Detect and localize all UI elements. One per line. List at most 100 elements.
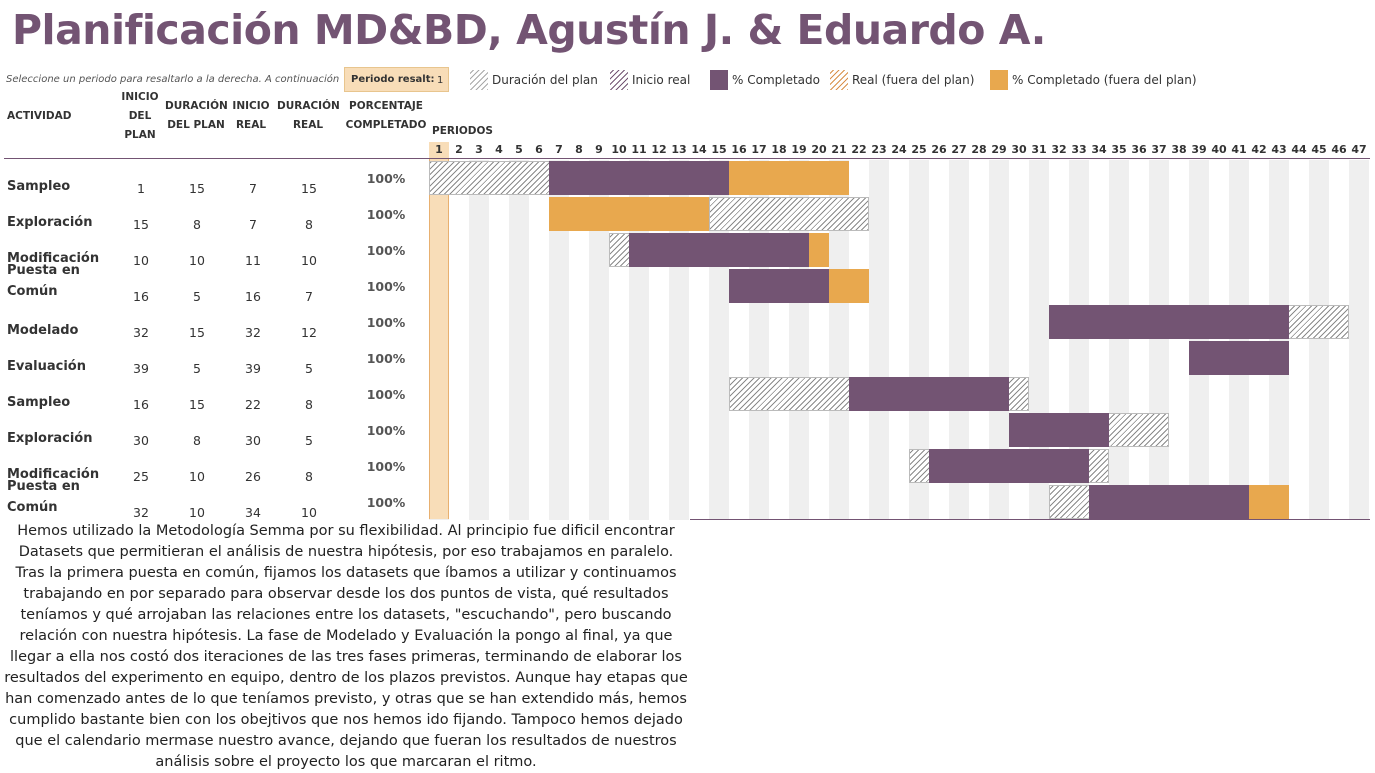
plan-duration-cell: 10 (189, 253, 205, 268)
period-column (909, 160, 929, 520)
completed-segment (1049, 305, 1069, 339)
period-column (1329, 160, 1349, 520)
period-number: 3 (475, 143, 483, 156)
period-column (1189, 160, 1209, 520)
highlighted-period-selector[interactable]: Periodo resalt: 1 (344, 67, 449, 92)
completed-segment (1049, 449, 1069, 483)
period-column (969, 160, 989, 520)
header-divider (4, 158, 1370, 159)
completed-segment (1249, 341, 1269, 375)
period-number: 30 (1011, 143, 1027, 156)
completed-segment (1189, 341, 1209, 375)
completed-segment (949, 449, 969, 483)
solid-purple-swatch-icon (710, 70, 728, 90)
period-number: 44 (1291, 143, 1307, 156)
completed-segment (809, 269, 829, 303)
completed-segment (1229, 305, 1249, 339)
completed-segment (629, 233, 649, 267)
completed-segment (1169, 305, 1189, 339)
plan-duration-cell: 5 (193, 361, 201, 376)
completed-segment (609, 161, 629, 195)
completed-segment (969, 449, 989, 483)
activity-name: Evaluación (7, 359, 86, 374)
percent-complete-cell: 100% (366, 495, 406, 510)
period-number: 23 (871, 143, 887, 156)
completed-out-of-plan-segment (649, 197, 669, 231)
completed-segment (989, 449, 1009, 483)
completed-segment (1029, 449, 1049, 483)
completed-segment (1209, 485, 1229, 519)
period-column (1129, 160, 1149, 520)
completed-out-of-plan-segment (809, 233, 829, 267)
completed-out-of-plan-segment (809, 161, 829, 195)
percent-complete-cell: 100% (366, 351, 406, 366)
real-duration-cell: 8 (305, 469, 313, 484)
period-number: 37 (1151, 143, 1167, 156)
plan-duration-bar (709, 197, 869, 231)
real-start-cell: 34 (245, 505, 261, 520)
plan-start-cell: 16 (133, 397, 149, 412)
completed-segment (1209, 341, 1229, 375)
completed-segment (1229, 341, 1249, 375)
completed-out-of-plan-segment (749, 161, 769, 195)
period-column (989, 160, 1009, 520)
period-number: 15 (711, 143, 727, 156)
completed-segment (789, 233, 809, 267)
real-duration-cell: 10 (301, 253, 317, 268)
real-duration-cell: 15 (301, 181, 317, 196)
col-header-duracion-real: DURACIÓN REAL (277, 100, 340, 131)
completed-out-of-plan-segment (569, 197, 589, 231)
completed-segment (1269, 305, 1289, 339)
activity-name: Modificación (7, 467, 100, 482)
completed-segment (569, 161, 589, 195)
plan-start-cell: 10 (133, 253, 149, 268)
completed-segment (1189, 485, 1209, 519)
completed-out-of-plan-segment (789, 161, 809, 195)
plan-start-cell: 32 (133, 325, 149, 340)
completed-segment (1249, 305, 1269, 339)
real-start-cell: 16 (245, 289, 261, 304)
real-duration-cell: 8 (305, 217, 313, 232)
plan-start-cell: 39 (133, 361, 149, 376)
period-column (589, 160, 609, 520)
period-value[interactable]: 1 (437, 75, 444, 86)
activity-name: Sampleo (7, 395, 71, 410)
completed-segment (1169, 485, 1189, 519)
period-column (1229, 160, 1249, 520)
activity-name: Modificación (7, 251, 100, 266)
completed-segment (949, 377, 969, 411)
period-number: 35 (1111, 143, 1127, 156)
period-number: 1 (429, 142, 449, 158)
period-column (449, 160, 469, 520)
percent-complete-cell: 100% (366, 243, 406, 258)
completed-segment (1049, 413, 1069, 447)
completed-segment (929, 377, 949, 411)
completed-out-of-plan-segment (689, 197, 709, 231)
plan-duration-cell: 8 (193, 433, 201, 448)
real-duration-cell: 7 (305, 289, 313, 304)
completed-segment (1189, 305, 1209, 339)
period-number: 42 (1251, 143, 1267, 156)
percent-complete-cell: 100% (366, 387, 406, 402)
completed-out-of-plan-segment (609, 197, 629, 231)
period-number: 32 (1051, 143, 1067, 156)
plan-duration-cell: 15 (189, 325, 205, 340)
period-number: 14 (691, 143, 707, 156)
period-column (529, 160, 549, 520)
completed-segment (1109, 485, 1129, 519)
plan-start-cell: 1 (137, 181, 145, 196)
percent-complete-cell: 100% (366, 171, 406, 186)
plan-start-cell: 25 (133, 469, 149, 484)
completed-segment (1009, 449, 1029, 483)
period-number: 4 (495, 143, 503, 156)
completed-segment (1089, 485, 1109, 519)
completed-segment (729, 233, 749, 267)
plan-start-cell: 16 (133, 289, 149, 304)
period-column (1289, 160, 1309, 520)
completed-segment (1269, 341, 1289, 375)
percent-complete-cell: 100% (366, 279, 406, 294)
percent-complete-cell: 100% (366, 207, 406, 222)
period-number: 38 (1171, 143, 1187, 156)
completed-out-of-plan-segment (549, 197, 569, 231)
completed-segment (749, 233, 769, 267)
